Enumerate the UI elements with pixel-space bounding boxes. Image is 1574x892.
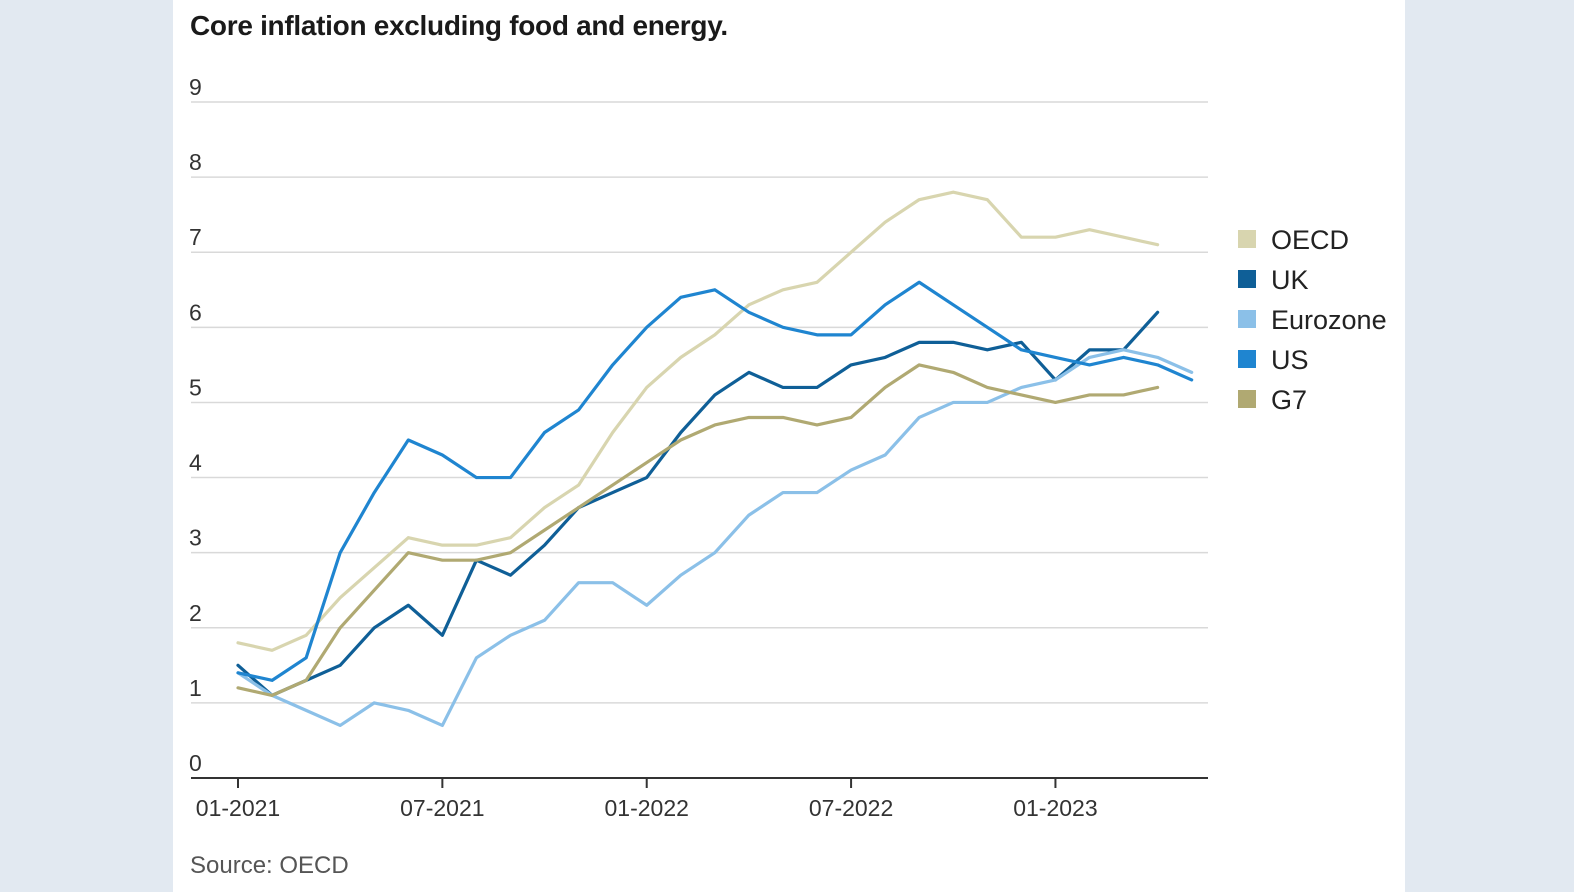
legend-label-g7: G7 bbox=[1271, 385, 1307, 415]
x-tick-label: 07-2022 bbox=[809, 795, 893, 821]
source-note: Source: OECD bbox=[190, 852, 349, 879]
legend-label-uk: UK bbox=[1271, 265, 1309, 295]
legend-label-us: US bbox=[1271, 345, 1309, 375]
x-axis: 01-2021 07-2021 01-2022 07-2022 01-2023 bbox=[196, 778, 1098, 821]
legend: OECD UK Eurozone US G7 bbox=[1238, 225, 1387, 415]
x-tick-label: 01-2023 bbox=[1013, 795, 1097, 821]
x-tick-label: 01-2021 bbox=[196, 795, 280, 821]
series-line-oecd bbox=[236, 190, 1160, 652]
chart-card: Core inflation excluding food and energy… bbox=[173, 0, 1405, 892]
y-tick-label: 2 bbox=[189, 600, 202, 626]
y-tick-label: 0 bbox=[189, 750, 202, 776]
y-tick-label: 7 bbox=[189, 224, 202, 250]
y-tick-label: 6 bbox=[189, 299, 202, 325]
y-tick-label: 4 bbox=[189, 450, 202, 476]
series-line-eurozone bbox=[236, 348, 1194, 728]
y-tick-label: 9 bbox=[189, 74, 202, 100]
y-tick-label: 3 bbox=[189, 525, 202, 551]
legend-swatch-oecd bbox=[1238, 230, 1256, 248]
legend-swatch-g7 bbox=[1238, 390, 1256, 408]
legend-label-oecd: OECD bbox=[1271, 225, 1349, 255]
series-line-g7 bbox=[236, 363, 1160, 697]
x-tick-label: 01-2022 bbox=[605, 795, 689, 821]
legend-swatch-us bbox=[1238, 350, 1256, 368]
x-tick-label: 07-2021 bbox=[400, 795, 484, 821]
chart-title: Core inflation excluding food and energy… bbox=[190, 10, 728, 41]
series-line-us bbox=[236, 280, 1194, 682]
legend-swatch-uk bbox=[1238, 270, 1256, 288]
y-tick-label: 5 bbox=[189, 374, 202, 400]
series-lines bbox=[236, 190, 1194, 728]
y-tick-label: 1 bbox=[189, 675, 202, 701]
series-line-uk bbox=[236, 310, 1160, 697]
y-tick-label: 8 bbox=[189, 149, 202, 175]
gridlines bbox=[191, 101, 1208, 704]
legend-label-eurozone: Eurozone bbox=[1271, 305, 1387, 335]
y-axis: 0 1 2 3 4 5 6 7 8 9 bbox=[189, 74, 1208, 779]
legend-swatch-eurozone bbox=[1238, 310, 1256, 328]
